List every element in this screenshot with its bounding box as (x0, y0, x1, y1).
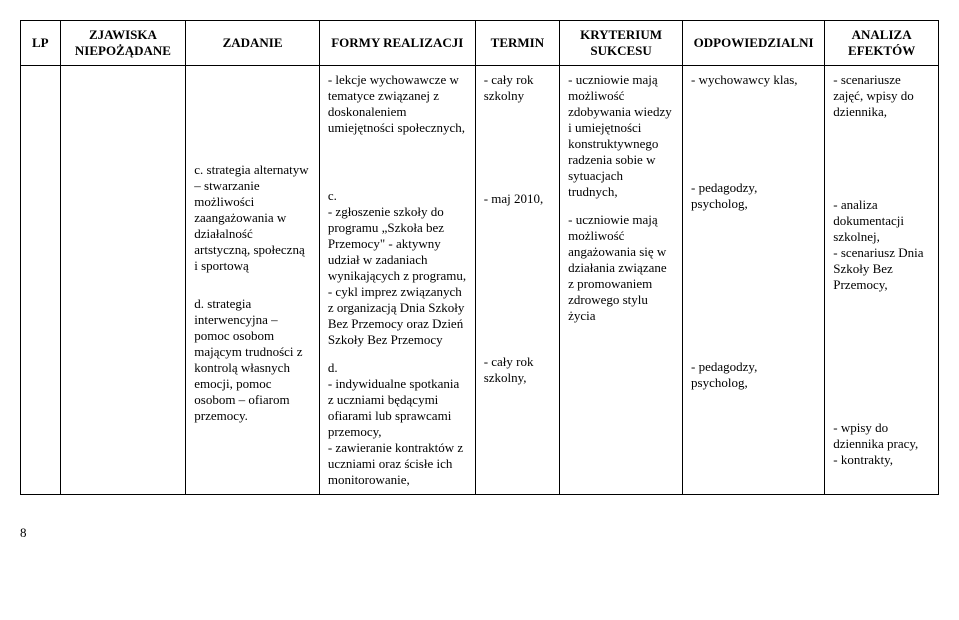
kryterium-1: - uczniowie mają możliwość zdobywania wi… (568, 72, 674, 200)
odpowiedzialni-1: - wychowawcy klas, (691, 72, 816, 88)
cell-odpowiedzialni: - wychowawcy klas, - pedagodzy, psycholo… (683, 66, 825, 495)
kryterium-2: - uczniowie mają możliwość angażowania s… (568, 212, 674, 324)
header-lp: LP (21, 21, 61, 66)
header-kryterium: KRYTERIUM SUKCESU (560, 21, 683, 66)
analiza-1: - scenariusze zajęć, wpisy do dziennika, (833, 72, 930, 120)
header-odpowiedzialni: ODPOWIEDZIALNI (683, 21, 825, 66)
cell-kryterium: - uczniowie mają możliwość zdobywania wi… (560, 66, 683, 495)
termin-1: - cały rok szkolny (484, 72, 551, 104)
cell-analiza: - scenariusze zajęć, wpisy do dziennika,… (825, 66, 939, 495)
cell-formy: - lekcje wychowawcze w tematyce związane… (319, 66, 475, 495)
termin-2: - maj 2010, (484, 191, 551, 207)
odpowiedzialni-3: - pedagodzy, psycholog, (691, 359, 816, 391)
header-formy: FORMY REALIZACJI (319, 21, 475, 66)
header-termin: TERMIN (475, 21, 559, 66)
odpowiedzialni-2: - pedagodzy, psycholog, (691, 180, 816, 212)
cell-zadanie: c. strategia alternatyw – stwarzanie moż… (186, 66, 320, 495)
header-zjawiska: ZJAWISKA NIEPOŻĄDANE (60, 21, 186, 66)
header-analiza: ANALIZA EFEKTÓW (825, 21, 939, 66)
analiza-3: - wpisy do dziennika pracy, - kontrakty, (833, 420, 930, 468)
header-zadanie: ZADANIE (186, 21, 320, 66)
zadanie-c: c. strategia alternatyw – stwarzanie moż… (194, 162, 311, 274)
analiza-2: - analiza dokumentacji szkolnej, - scena… (833, 197, 930, 293)
table-row: c. strategia alternatyw – stwarzanie moż… (21, 66, 939, 495)
formy-c: c. - zgłoszenie szkoły do programu „Szko… (328, 188, 467, 348)
page-number: 8 (20, 525, 939, 541)
table-header-row: LP ZJAWISKA NIEPOŻĄDANE ZADANIE FORMY RE… (21, 21, 939, 66)
termin-3: - cały rok szkolny, (484, 354, 551, 386)
cell-termin: - cały rok szkolny - maj 2010, - cały ro… (475, 66, 559, 495)
zadanie-d: d. strategia interwencyjna – pomoc osobo… (194, 296, 311, 424)
cell-zjawiska (60, 66, 186, 495)
formy-d: d. - indywidualne spotkania z uczniami b… (328, 360, 467, 488)
data-table: LP ZJAWISKA NIEPOŻĄDANE ZADANIE FORMY RE… (20, 20, 939, 495)
cell-lp (21, 66, 61, 495)
formy-intro: - lekcje wychowawcze w tematyce związane… (328, 72, 467, 136)
